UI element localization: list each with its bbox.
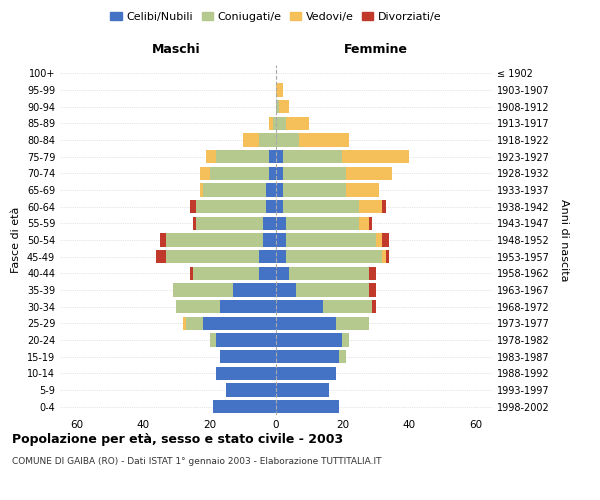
Bar bbox=[220, 350, 276, 364]
Bar bbox=[203, 184, 266, 196]
Bar bbox=[286, 216, 359, 230]
Bar bbox=[276, 216, 286, 230]
Bar bbox=[200, 166, 209, 180]
Bar bbox=[243, 134, 259, 146]
Text: COMUNE DI GAIBA (RO) - Dati ISTAT 1° gennaio 2003 - Elaborazione TUTTITALIA.IT: COMUNE DI GAIBA (RO) - Dati ISTAT 1° gen… bbox=[12, 457, 382, 466]
Bar bbox=[226, 384, 276, 396]
Bar bbox=[276, 116, 286, 130]
Bar bbox=[376, 234, 382, 246]
Bar bbox=[213, 400, 276, 413]
Bar bbox=[276, 350, 339, 364]
Bar bbox=[276, 150, 283, 164]
Y-axis label: Anni di nascita: Anni di nascita bbox=[559, 198, 569, 281]
Bar bbox=[346, 166, 392, 180]
Bar bbox=[359, 200, 382, 213]
Text: Maschi: Maschi bbox=[152, 44, 200, 57]
Bar bbox=[283, 166, 346, 180]
Bar bbox=[276, 366, 336, 380]
Bar bbox=[276, 100, 280, 114]
Bar bbox=[283, 150, 343, 164]
Bar bbox=[343, 334, 349, 346]
Bar bbox=[369, 266, 376, 280]
Bar bbox=[276, 134, 299, 146]
Bar bbox=[343, 150, 409, 164]
Bar bbox=[196, 216, 263, 230]
Bar bbox=[373, 300, 376, 314]
Bar bbox=[193, 216, 196, 230]
Bar bbox=[286, 250, 382, 264]
Bar bbox=[276, 266, 289, 280]
Bar bbox=[283, 200, 359, 213]
Bar bbox=[266, 184, 276, 196]
Bar bbox=[216, 150, 269, 164]
Bar bbox=[190, 200, 196, 213]
Bar bbox=[289, 266, 369, 280]
Bar bbox=[266, 200, 276, 213]
Bar bbox=[186, 316, 203, 330]
Bar bbox=[206, 150, 216, 164]
Bar bbox=[386, 250, 389, 264]
Bar bbox=[369, 216, 373, 230]
Bar bbox=[346, 184, 379, 196]
Bar bbox=[276, 334, 343, 346]
Bar bbox=[299, 134, 349, 146]
Bar bbox=[157, 250, 166, 264]
Bar bbox=[259, 250, 276, 264]
Bar bbox=[276, 200, 283, 213]
Bar bbox=[216, 366, 276, 380]
Bar bbox=[176, 300, 220, 314]
Bar bbox=[339, 350, 346, 364]
Bar bbox=[220, 300, 276, 314]
Bar bbox=[173, 284, 233, 296]
Bar bbox=[276, 234, 286, 246]
Bar bbox=[233, 284, 276, 296]
Bar bbox=[283, 184, 346, 196]
Bar bbox=[276, 184, 283, 196]
Bar bbox=[276, 166, 283, 180]
Bar bbox=[323, 300, 373, 314]
Bar bbox=[200, 184, 203, 196]
Bar bbox=[276, 84, 283, 96]
Bar bbox=[286, 234, 376, 246]
Bar bbox=[369, 284, 376, 296]
Bar bbox=[276, 400, 339, 413]
Bar bbox=[263, 216, 276, 230]
Bar bbox=[160, 234, 166, 246]
Bar bbox=[269, 166, 276, 180]
Bar bbox=[209, 334, 216, 346]
Bar bbox=[382, 234, 389, 246]
Bar bbox=[263, 234, 276, 246]
Bar bbox=[190, 266, 193, 280]
Bar bbox=[259, 266, 276, 280]
Bar bbox=[193, 266, 259, 280]
Bar bbox=[166, 250, 259, 264]
Bar bbox=[382, 200, 386, 213]
Bar bbox=[359, 216, 369, 230]
Bar bbox=[296, 284, 369, 296]
Text: Popolazione per età, sesso e stato civile - 2003: Popolazione per età, sesso e stato civil… bbox=[12, 432, 343, 446]
Bar bbox=[166, 234, 263, 246]
Bar bbox=[216, 334, 276, 346]
Bar bbox=[276, 284, 296, 296]
Bar bbox=[276, 300, 323, 314]
Legend: Celibi/Nubili, Coniugati/e, Vedovi/e, Divorziati/e: Celibi/Nubili, Coniugati/e, Vedovi/e, Di… bbox=[106, 8, 446, 26]
Bar bbox=[269, 150, 276, 164]
Bar bbox=[183, 316, 186, 330]
Bar bbox=[209, 166, 269, 180]
Bar bbox=[272, 116, 276, 130]
Bar bbox=[276, 384, 329, 396]
Y-axis label: Fasce di età: Fasce di età bbox=[11, 207, 21, 273]
Text: Femmine: Femmine bbox=[344, 44, 407, 57]
Bar bbox=[203, 316, 276, 330]
Bar bbox=[269, 116, 272, 130]
Bar bbox=[286, 116, 309, 130]
Bar bbox=[336, 316, 369, 330]
Bar bbox=[382, 250, 386, 264]
Bar bbox=[280, 100, 289, 114]
Bar bbox=[196, 200, 266, 213]
Bar bbox=[259, 134, 276, 146]
Bar bbox=[276, 250, 286, 264]
Bar bbox=[276, 316, 336, 330]
